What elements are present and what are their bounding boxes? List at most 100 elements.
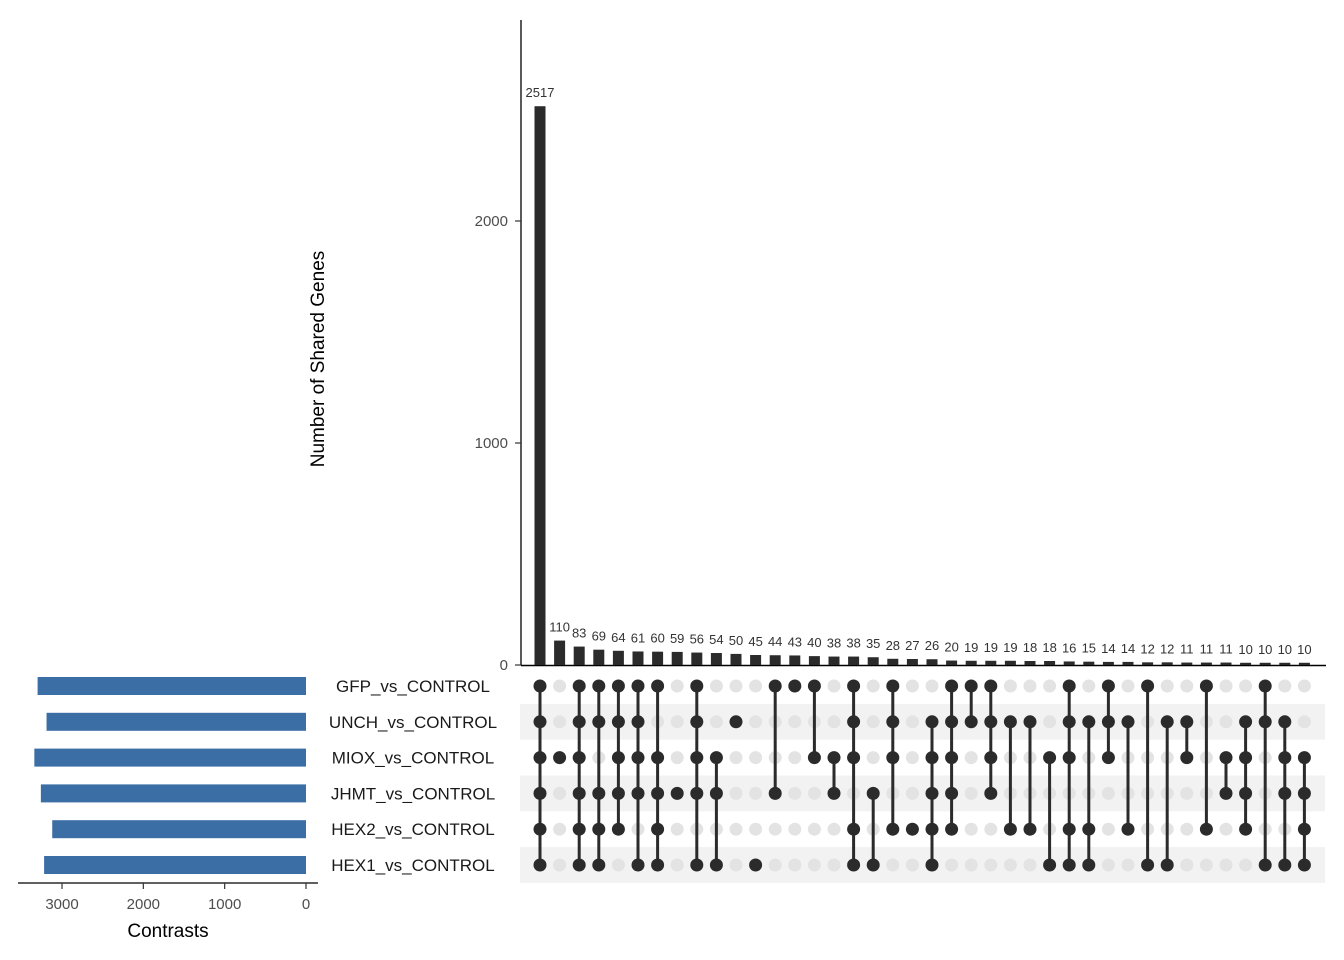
matrix-dot-active xyxy=(631,858,645,872)
matrix-dot-active xyxy=(1219,786,1233,800)
matrix-dot-active xyxy=(984,679,998,693)
matrix-dot-inactive xyxy=(1023,679,1037,693)
matrix-dot-active xyxy=(847,679,861,693)
intersection-bar xyxy=(1024,661,1036,665)
intersection-bar xyxy=(554,640,566,665)
intersection-bar xyxy=(534,106,546,665)
matrix-dot-active xyxy=(729,715,743,729)
matrix-dot-inactive xyxy=(1219,715,1233,729)
matrix-dot-active xyxy=(690,715,704,729)
matrix-dot-active xyxy=(651,786,665,800)
set-label: HEX1_vs_CONTROL xyxy=(331,856,494,875)
matrix-dot-active xyxy=(768,679,782,693)
matrix-dot-active xyxy=(533,679,547,693)
matrix-dot-inactive xyxy=(1082,679,1096,693)
matrix-dot-active xyxy=(1062,822,1076,836)
matrix-dot-active xyxy=(690,679,704,693)
matrix-dot-inactive xyxy=(670,822,684,836)
intersection-count-label: 10 xyxy=(1297,642,1311,657)
intersection-bar xyxy=(828,656,840,665)
matrix-dot-active xyxy=(925,751,939,765)
matrix-dot-active xyxy=(945,715,959,729)
matrix-dot-active xyxy=(945,822,959,836)
intersection-count-label: 27 xyxy=(905,638,919,653)
matrix-dot-active xyxy=(651,751,665,765)
matrix-dot-inactive xyxy=(905,858,919,872)
intersection-count-label: 35 xyxy=(866,636,880,651)
matrix-dot-inactive xyxy=(1297,715,1311,729)
matrix-dot-active xyxy=(572,751,586,765)
matrix-dot-active xyxy=(651,679,665,693)
matrix-dot-active xyxy=(1003,822,1017,836)
intersection-bar xyxy=(1083,661,1095,665)
set-label: MIOX_vs_CONTROL xyxy=(332,749,494,768)
matrix-dot-inactive xyxy=(1219,858,1233,872)
set-size-axis-title: Contrasts xyxy=(127,921,208,942)
matrix-dot-active xyxy=(611,822,625,836)
matrix-dot-inactive xyxy=(1297,679,1311,693)
set-label: GFP_vs_CONTROL xyxy=(336,677,490,696)
intersection-bar xyxy=(1220,662,1232,665)
y-tick-label: 1000 xyxy=(475,435,508,452)
intersection-count-label: 56 xyxy=(690,632,704,647)
matrix-dot-active xyxy=(1258,679,1272,693)
intersection-count-label: 19 xyxy=(984,640,998,655)
matrix-dot-inactive xyxy=(807,822,821,836)
matrix-dot-inactive xyxy=(984,858,998,872)
matrix-dot-active xyxy=(768,786,782,800)
matrix-dot-active xyxy=(533,751,547,765)
matrix-dot-inactive xyxy=(1219,679,1233,693)
matrix-dot-active xyxy=(631,786,645,800)
matrix-dot-active xyxy=(572,786,586,800)
matrix-dot-active xyxy=(964,679,978,693)
intersection-bar xyxy=(1200,662,1212,665)
intersection-bar xyxy=(789,655,801,665)
set-size-bar xyxy=(46,712,307,731)
set-size-bar xyxy=(44,856,307,874)
set-size-tick-label: 3000 xyxy=(45,896,78,913)
matrix-dot-inactive xyxy=(1121,679,1135,693)
matrix-dot-active xyxy=(1003,715,1017,729)
matrix-dot-active xyxy=(1239,751,1253,765)
matrix-dot-inactive xyxy=(905,786,919,800)
intersection-bar xyxy=(1142,662,1154,665)
intersection-count-label: 44 xyxy=(768,634,782,649)
intersection-count-label: 61 xyxy=(631,630,645,645)
intersection-bar xyxy=(867,657,879,665)
matrix-dot-inactive xyxy=(611,858,625,872)
intersection-bar xyxy=(965,660,977,665)
matrix-dot-active xyxy=(1082,822,1096,836)
matrix-dot-active xyxy=(925,858,939,872)
intersection-bar xyxy=(671,651,683,665)
matrix-dot-active xyxy=(1062,858,1076,872)
matrix-dot-active xyxy=(611,679,625,693)
intersection-bar xyxy=(906,659,918,665)
matrix-dot-active xyxy=(709,751,723,765)
matrix-dot-inactive xyxy=(807,786,821,800)
matrix-dot-active xyxy=(886,751,900,765)
set-size-tick-label: 1000 xyxy=(208,896,241,913)
matrix-dot-inactive xyxy=(749,822,763,836)
matrix-dot-active xyxy=(1062,715,1076,729)
intersection-count-label: 11 xyxy=(1219,642,1233,657)
matrix-dot-inactive xyxy=(1278,679,1292,693)
matrix-dot-active xyxy=(1023,822,1037,836)
matrix-dot-active xyxy=(964,715,978,729)
matrix-dot-active xyxy=(1141,679,1155,693)
matrix-dot-inactive xyxy=(709,679,723,693)
matrix-dot-active xyxy=(1082,715,1096,729)
matrix-dot-active xyxy=(709,858,723,872)
matrix-dot-active xyxy=(1258,858,1272,872)
intersection-count-label: 110 xyxy=(549,620,570,635)
intersection-count-label: 18 xyxy=(1023,640,1037,655)
set-label: JHMT_vs_CONTROL xyxy=(331,784,495,803)
matrix-dot-active xyxy=(1278,751,1292,765)
matrix-dot-active xyxy=(611,786,625,800)
matrix-dot-inactive xyxy=(827,679,841,693)
matrix-dot-active xyxy=(945,786,959,800)
intersection-count-label: 14 xyxy=(1121,641,1135,656)
matrix-dot-active xyxy=(592,679,606,693)
y-axis-title: Number of Shared Genes xyxy=(308,251,329,468)
matrix-dot-active xyxy=(847,715,861,729)
set-size-bar xyxy=(52,820,306,839)
